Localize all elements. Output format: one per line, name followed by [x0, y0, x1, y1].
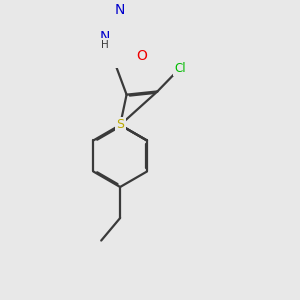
Text: N: N — [100, 29, 110, 44]
Text: O: O — [136, 49, 147, 63]
Text: S: S — [116, 118, 124, 131]
Text: H: H — [101, 40, 109, 50]
Text: Cl: Cl — [174, 61, 186, 74]
Text: N: N — [115, 3, 125, 17]
